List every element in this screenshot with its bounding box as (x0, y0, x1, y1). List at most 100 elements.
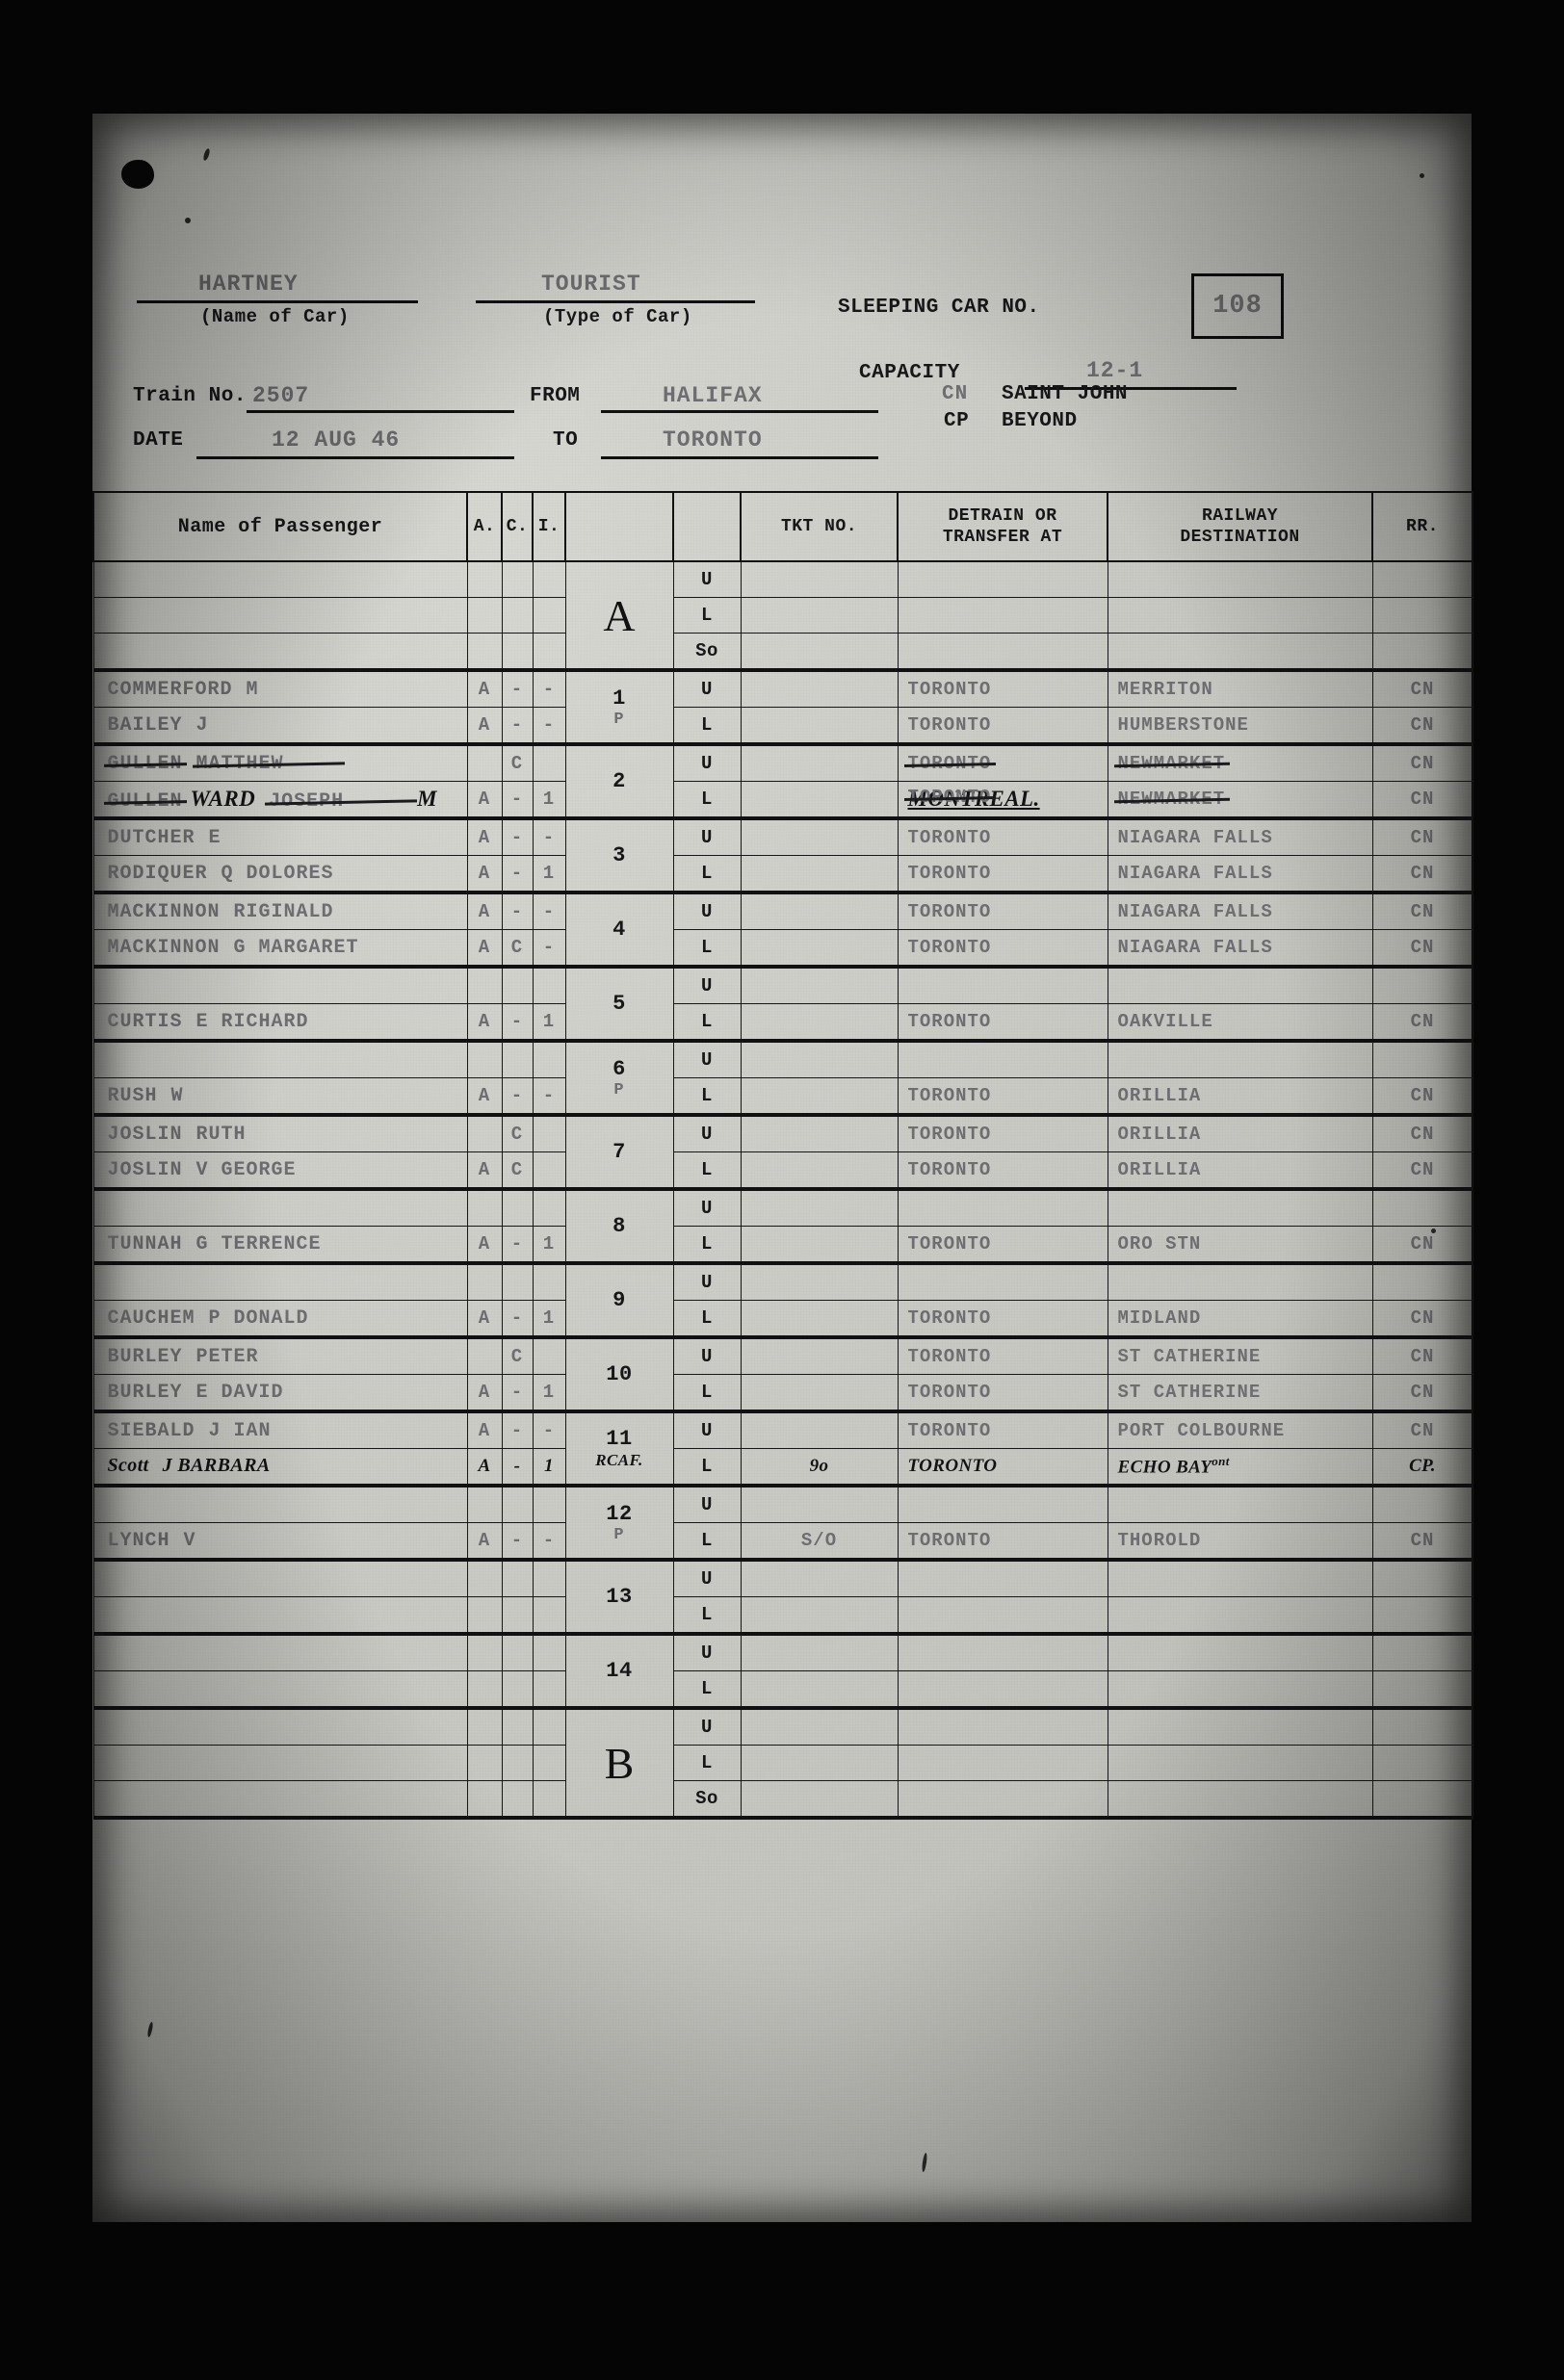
date-label: DATE (133, 429, 184, 452)
col-c-cell-value: - (513, 1456, 521, 1476)
destination-province-superscript: ont (1212, 1454, 1230, 1469)
detrain-transfer-cell: TORONTO (897, 1077, 1108, 1116)
col-c-cell (501, 1780, 534, 1819)
passenger-name-cell: RODIQUER Q DOLORES (92, 855, 468, 893)
railway-destination-cell (1107, 597, 1373, 634)
col-a-cell-value: A (478, 1085, 491, 1106)
railway-destination-value: NEWMARKET (1117, 789, 1226, 810)
col-a-cell: A (466, 1448, 503, 1487)
col-i-cell-value: 1 (542, 1382, 556, 1403)
ticket-no-cell (740, 1262, 899, 1301)
header-dest-line2: DESTINATION (1180, 528, 1300, 547)
rr-code-cell: CN (1371, 1522, 1473, 1561)
railway-destination-value: ORILLIA (1117, 1124, 1202, 1145)
train-no-rule (247, 410, 514, 413)
passenger-given-name: G MARGARET (233, 936, 359, 959)
ticket-no-cell (740, 1077, 899, 1116)
header-i: I. (532, 491, 566, 562)
detrain-transfer-cell: TORONTO (897, 1522, 1108, 1561)
rr-code-cell: CN (1371, 669, 1473, 708)
berth-number-cell: 8 (564, 1188, 674, 1264)
date-rule (196, 456, 514, 459)
railway-destination-cell: NIAGARA FALLS (1107, 855, 1373, 893)
section-row: So (92, 1780, 1473, 1819)
train-no-value: 2507 (252, 383, 310, 408)
railway-destination-cell: ORILLIA (1107, 1077, 1373, 1116)
detrain-value: TORONTO (907, 1233, 992, 1255)
berth-position-mark: L (701, 1233, 713, 1255)
rr-code-cell-value: CN (1410, 1420, 1435, 1441)
col-i-cell: 1 (532, 1374, 566, 1412)
berth-position-cell: U (672, 1262, 742, 1301)
berth-position-mark: L (701, 1604, 713, 1625)
col-a-cell-value: A (478, 1420, 491, 1441)
section-letter: A (603, 590, 636, 640)
rr-code-cell (1371, 1745, 1473, 1781)
col-i-cell (532, 1745, 566, 1781)
railway-destination-cell (1107, 1745, 1373, 1781)
ticket-no-cell (740, 817, 899, 856)
punch-hole-mark (121, 160, 154, 189)
ticket-no-cell (740, 892, 899, 930)
col-i-cell (532, 1114, 566, 1152)
passenger-name-cell (92, 1745, 468, 1781)
berth-position-cell: U (672, 1336, 742, 1375)
col-a-cell (466, 1485, 503, 1523)
berth-position-mark: U (701, 901, 713, 922)
passenger-name-cell: TUNNAH G TERRENCE (92, 1226, 468, 1264)
berth-number: 6 (613, 1056, 626, 1081)
rr-code-cell-value: CN (1410, 1346, 1435, 1367)
col-i-cell-value: 1 (542, 1307, 556, 1329)
berth-position-cell: L (672, 855, 742, 893)
col-c-cell-value: - (510, 1530, 524, 1551)
detrain-transfer-cell (897, 966, 1108, 1004)
berth-position-mark: U (701, 1124, 713, 1145)
col-c-cell-value: - (510, 679, 524, 700)
passenger-given-name: V (183, 1529, 196, 1552)
berth-position-cell: So (672, 1780, 742, 1819)
railway-destination-value: NIAGARA FALLS (1117, 827, 1273, 848)
passenger-given-name: G TERRENCE (196, 1232, 322, 1255)
berth-sub-annotation: P (613, 1080, 625, 1099)
carrier-cn-code: CN (942, 383, 969, 405)
rr-code-cell (1371, 1670, 1473, 1709)
sleeping-car-no-label: SLEEPING CAR NO. (838, 297, 1040, 319)
col-a-cell (466, 1670, 503, 1709)
col-c-cell: - (501, 669, 534, 708)
berth-position-mark: U (701, 1420, 713, 1441)
berth-position-cell: L (672, 1151, 742, 1190)
col-a-cell (466, 1262, 503, 1301)
rr-code-cell (1371, 1485, 1473, 1523)
detrain-value: TORONTO (907, 1456, 998, 1476)
col-i-cell (532, 633, 566, 671)
detrain-value: TORONTO (907, 753, 992, 774)
berth-number-cell: 4 (564, 892, 674, 968)
rr-code-cell: CN (1371, 1374, 1473, 1412)
col-a-cell: A (466, 1522, 503, 1561)
ticket-no-cell (740, 1336, 899, 1375)
railway-destination-cell: ST CATHERINE (1107, 1336, 1373, 1375)
col-c-cell: - (501, 707, 534, 745)
col-i-cell-value: - (542, 679, 556, 700)
car-type-rule (476, 300, 755, 303)
header-c: C. (501, 491, 534, 562)
col-a-cell (466, 1336, 503, 1375)
berth-number-cell: 11 RCAF. (564, 1410, 674, 1487)
col-c-cell-value: - (510, 1420, 524, 1441)
header-detrain-transfer: DETRAIN OR TRANSFER AT (897, 491, 1108, 562)
col-c-cell: - (501, 1522, 534, 1561)
rr-code-cell-value: CN (1410, 937, 1435, 958)
detrain-value: TORONTO (907, 1346, 992, 1367)
railway-destination-cell: OAKVILLE (1107, 1003, 1373, 1042)
table-row: BURLEY E DAVID A -1 L TORONTO ST CATHERINE CN (92, 1374, 1473, 1412)
col-a-cell-value: A (478, 901, 491, 922)
col-c-cell (501, 1559, 534, 1597)
railway-destination-value: MERRITON (1117, 679, 1213, 700)
passenger-surname: JOSLIN (107, 1158, 183, 1181)
to-value: TORONTO (663, 427, 763, 453)
col-i-cell: - (532, 1522, 566, 1561)
col-c-cell-value: - (510, 827, 524, 848)
passenger-name-cell: BURLEY PETER (92, 1336, 468, 1375)
rr-code-cell-value: CN (1410, 679, 1435, 700)
